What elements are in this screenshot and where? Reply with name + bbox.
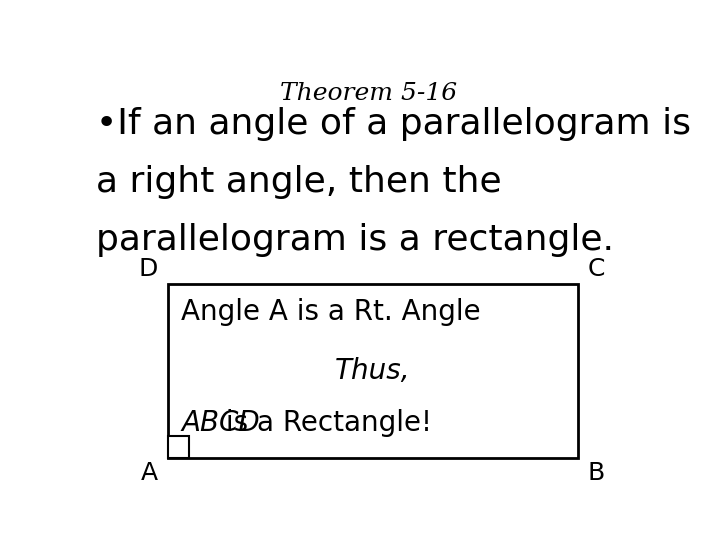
Text: Theorem 5-16: Theorem 5-16 <box>280 82 458 105</box>
Text: Thus,: Thus, <box>335 357 410 385</box>
Text: a right angle, then the: a right angle, then the <box>96 165 502 199</box>
Text: C: C <box>588 257 605 281</box>
Bar <box>168 436 189 457</box>
Text: A: A <box>141 461 158 484</box>
Text: B: B <box>588 461 605 484</box>
Text: •If an angle of a parallelogram is: •If an angle of a parallelogram is <box>96 107 691 141</box>
Text: ABCD: ABCD <box>181 409 260 437</box>
Text: is a Rectangle!: is a Rectangle! <box>217 409 432 437</box>
Text: D: D <box>139 257 158 281</box>
Text: Angle A is a Rt. Angle: Angle A is a Rt. Angle <box>181 298 481 326</box>
Text: parallelogram is a rectangle.: parallelogram is a rectangle. <box>96 222 614 256</box>
Bar <box>168 284 578 457</box>
